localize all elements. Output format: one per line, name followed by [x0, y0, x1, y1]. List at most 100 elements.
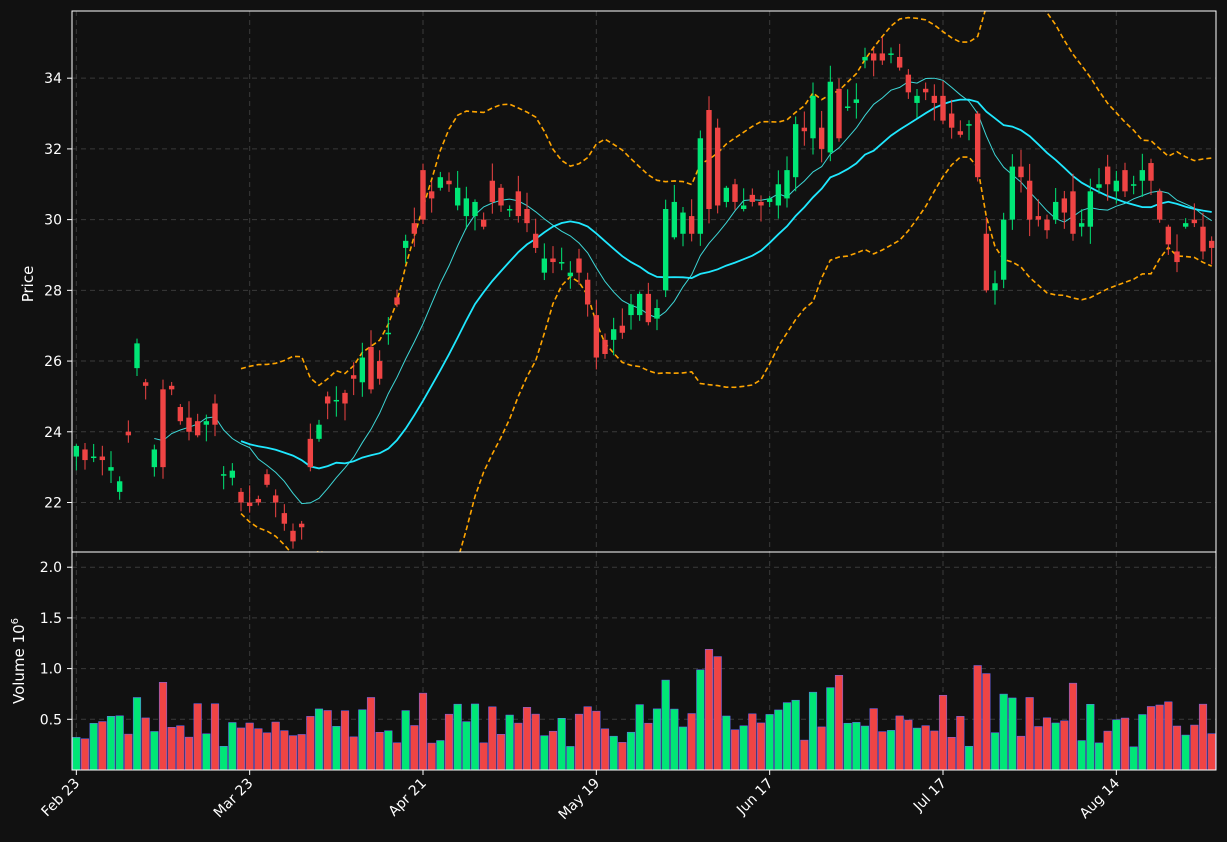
candle-body: [818, 127, 825, 149]
volume-bar: [531, 713, 540, 771]
candle-body: [862, 56, 868, 61]
price-tick-label: 30: [44, 213, 62, 229]
candle-body: [636, 293, 643, 316]
volume-bar: [566, 746, 575, 771]
candle-body: [584, 279, 591, 305]
candle-body: [931, 95, 938, 103]
candle-body: [645, 293, 652, 323]
candle-body: [116, 481, 123, 492]
volume-bar: [1086, 704, 1095, 771]
candle-body: [853, 99, 860, 103]
volume-panel-frame: [71, 551, 1217, 771]
candle-body: [264, 474, 270, 485]
volume-bar: [141, 717, 150, 771]
volume-bar: [1008, 697, 1017, 771]
candle-body: [792, 124, 799, 178]
volume-bar: [800, 739, 809, 771]
volume-bar: [176, 725, 185, 771]
volume-bar: [1164, 701, 1173, 771]
volume-bar: [540, 735, 549, 771]
volume-bar: [635, 704, 644, 771]
candle-body: [506, 209, 513, 211]
volume-bar: [1060, 720, 1069, 771]
candle-body: [619, 325, 626, 333]
candle-body: [680, 212, 686, 234]
candle-body: [948, 113, 955, 128]
candle-body: [1191, 219, 1198, 224]
candle-body: [1122, 170, 1128, 192]
volume-bar: [271, 721, 280, 771]
candle-body: [454, 187, 461, 206]
candle-body: [1130, 184, 1137, 186]
candle-body: [194, 421, 201, 436]
candle-body: [368, 346, 374, 390]
volume-bar: [860, 725, 870, 771]
candle-body: [1018, 166, 1024, 178]
volume-bar: [1103, 730, 1112, 771]
volume-bar: [366, 697, 376, 771]
volume-bar: [938, 694, 948, 771]
price-tick-label: 32: [44, 142, 62, 158]
candle-body: [151, 449, 158, 468]
price-axis-label: Price: [19, 266, 37, 303]
volume-bar: [592, 710, 601, 771]
volume-bar: [696, 669, 705, 771]
candle-body: [281, 513, 288, 524]
volume-bar: [1016, 735, 1026, 771]
volume-bar: [1198, 703, 1208, 771]
price-y-ticks: 22 24 26 28 30 32 34: [44, 71, 72, 511]
volume-bar: [704, 648, 714, 771]
candle-body: [914, 95, 920, 103]
candle-body: [628, 304, 634, 316]
volume-bar: [167, 727, 176, 771]
candle-body: [896, 56, 903, 68]
volume-bar: [514, 722, 523, 771]
candle-body: [732, 184, 738, 202]
volume-bar: [670, 708, 679, 771]
price-tick-label: 34: [44, 71, 62, 87]
price-tick-label: 28: [44, 283, 62, 299]
candle-body: [376, 361, 383, 379]
volume-tick-label: 0.5: [40, 712, 62, 728]
volume-bar: [652, 708, 662, 771]
volume-bar: [488, 706, 497, 771]
volume-axis-label-base: 10: [10, 624, 28, 643]
volume-bar: [418, 692, 428, 771]
volume-bar: [297, 734, 306, 771]
candle-body: [480, 219, 487, 227]
volume-bar: [1068, 682, 1078, 771]
volume-bar: [1146, 706, 1156, 771]
volume-bar: [1120, 717, 1130, 771]
candle-body: [498, 187, 504, 206]
volume-bar: [184, 736, 194, 771]
candle-body: [307, 438, 314, 468]
volume-bar: [1034, 726, 1043, 771]
price-tick-label: 26: [44, 354, 62, 370]
volume-bar: [722, 715, 731, 771]
volume-bar: [817, 726, 826, 771]
volume-bar: [990, 732, 1000, 771]
volume-tick-label: 1.5: [40, 611, 62, 627]
volume-bar: [1025, 697, 1034, 771]
volume-bar: [1181, 734, 1190, 771]
candles: [73, 37, 1215, 549]
candle-body: [73, 445, 80, 457]
volume-bar: [557, 718, 566, 771]
volume-bar: [834, 675, 844, 771]
volume-bar: [730, 729, 740, 771]
volume-bar: [384, 730, 393, 771]
volume-bar: [98, 721, 107, 771]
volume-bar: [713, 656, 722, 771]
volume-bar: [609, 735, 618, 771]
candle-body: [1035, 216, 1042, 220]
candle-body: [1070, 191, 1076, 234]
candle-body: [272, 495, 279, 503]
volume-bar: [808, 691, 818, 771]
volume-bar: [982, 673, 991, 771]
candle-body: [428, 191, 435, 199]
volume-bar: [618, 742, 627, 771]
candle-body: [168, 385, 175, 390]
candle-body: [82, 449, 88, 461]
candle-body: [558, 262, 565, 264]
slow-moving-average-line: [240, 98, 1212, 470]
